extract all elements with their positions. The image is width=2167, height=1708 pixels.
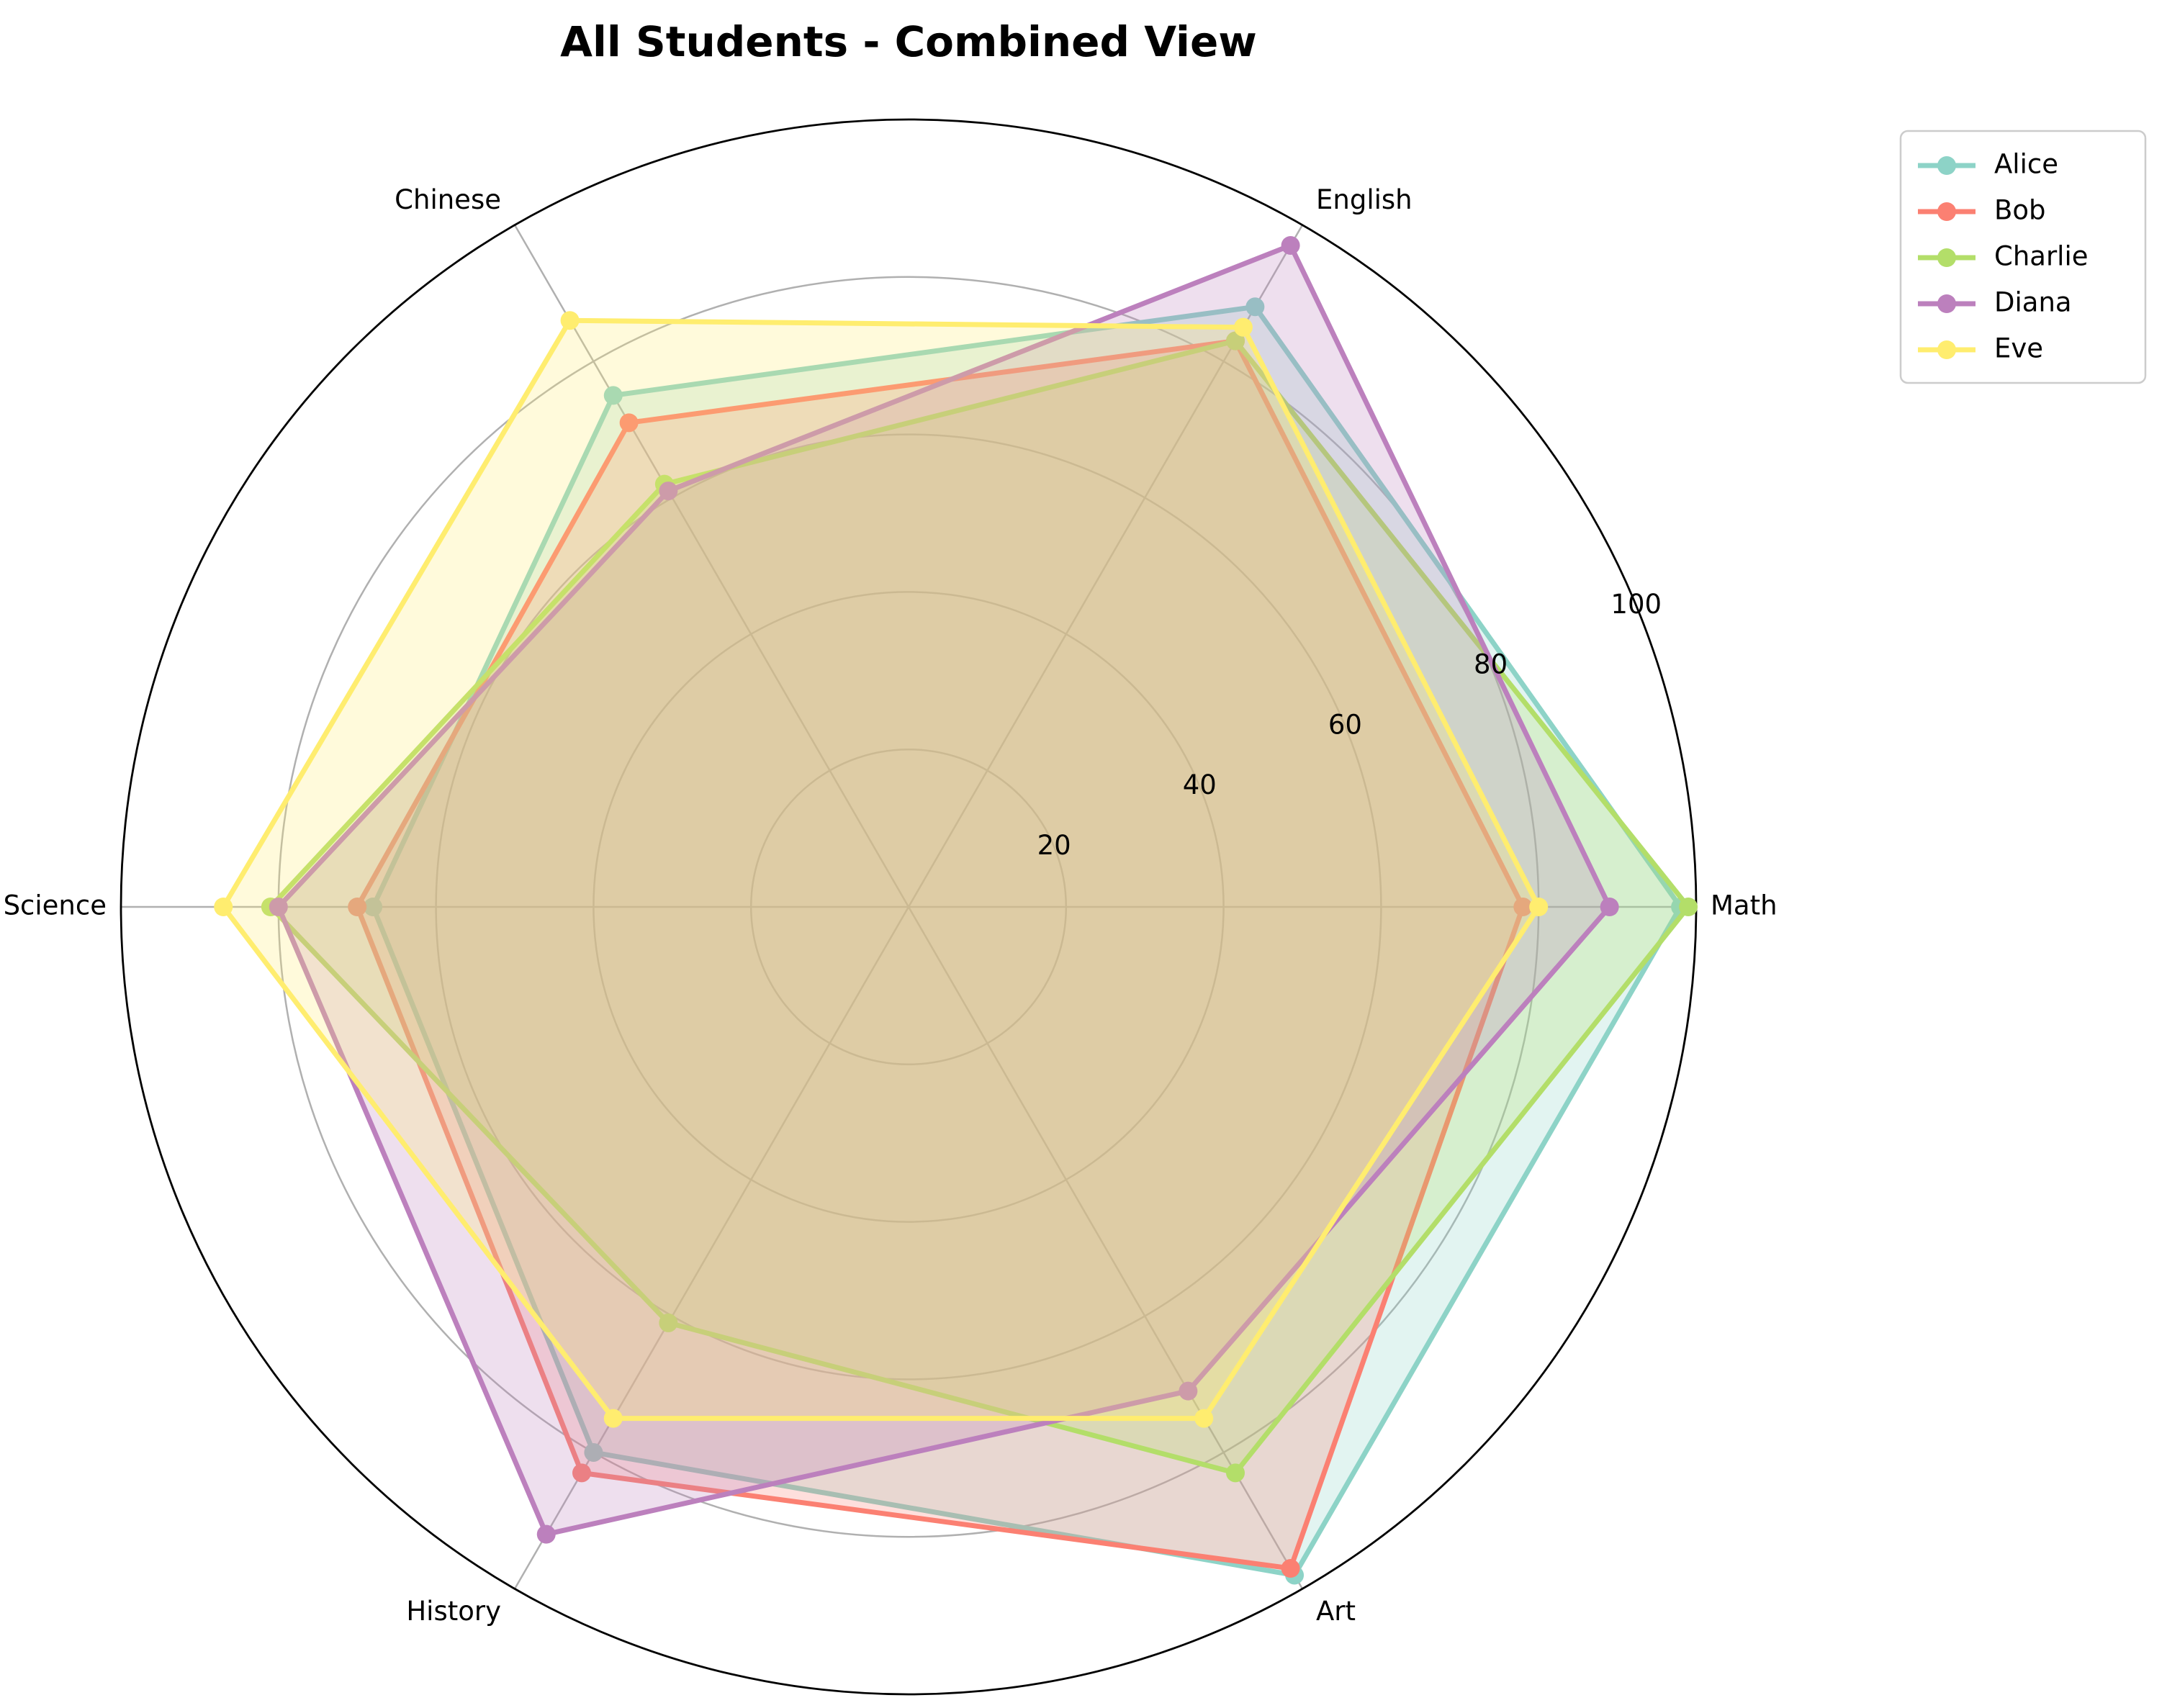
point-bob-math	[1513, 898, 1533, 916]
axis-label-math: Math	[1711, 890, 1778, 921]
legend-item-diana: Diana	[1918, 287, 2072, 318]
series-fill-bob	[357, 340, 1523, 1569]
legend: Alice Bob Charlie Diana Eve	[1899, 130, 2147, 384]
tick-label-40: 40	[1183, 769, 1217, 800]
point-charlie-art	[1226, 1463, 1245, 1483]
legend-item-eve: Eve	[1918, 333, 2043, 364]
legend-swatch-marker-eve	[1937, 340, 1956, 359]
radar-series-group	[214, 235, 1698, 1585]
radar-labels: 20 40 60 80 100 Math English Chinese Science Hist…	[4, 184, 1778, 1627]
axis-label-chinese: Chinese	[395, 184, 501, 215]
point-alice-english	[1245, 297, 1265, 317]
legend-box	[1899, 130, 2147, 384]
legend-item-bob: Bob	[1918, 195, 2046, 226]
legend-label-eve: Eve	[1994, 333, 2043, 364]
point-bob-chinese	[619, 413, 639, 433]
legend-label-charlie: Charlie	[1994, 241, 2089, 272]
point-charlie-history	[659, 1313, 678, 1332]
point-charlie-english	[1226, 331, 1245, 351]
series-diana	[269, 235, 1619, 1544]
point-bob-art	[1281, 1559, 1300, 1578]
point-bob-science	[348, 898, 367, 916]
point-alice-chinese	[603, 386, 623, 405]
axis-label-history: History	[406, 1596, 501, 1627]
legend-item-alice: Alice	[1918, 149, 2058, 180]
point-eve-chinese	[560, 311, 580, 330]
point-eve-science	[214, 898, 233, 916]
point-diana-art	[1179, 1381, 1198, 1401]
series-fill-eve	[223, 320, 1539, 1419]
legend-label-bob: Bob	[1994, 195, 2046, 226]
point-eve-art	[1194, 1409, 1214, 1428]
legend-swatch-marker-alice	[1937, 156, 1956, 175]
point-diana-english	[1281, 235, 1300, 255]
axis-label-english: English	[1316, 184, 1413, 215]
axis-label-science: Science	[4, 890, 107, 921]
axis-label-art: Art	[1316, 1596, 1356, 1627]
tick-label-100: 100	[1610, 589, 1662, 620]
legend-swatch-marker-diana	[1937, 294, 1956, 313]
point-eve-english	[1233, 317, 1253, 337]
legend-label-alice: Alice	[1994, 149, 2058, 180]
spoke-chinese	[513, 224, 910, 908]
legend-swatch-marker-charlie	[1937, 248, 1956, 267]
tick-label-60: 60	[1328, 709, 1362, 740]
chart-title: All Students - Combined View	[560, 17, 1257, 66]
legend-item-charlie: Charlie	[1918, 241, 2089, 272]
point-bob-history	[572, 1463, 591, 1483]
series-fill-alice	[373, 307, 1681, 1576]
point-diana-history	[536, 1524, 556, 1544]
point-diana-science	[269, 898, 288, 916]
tick-label-20: 20	[1037, 830, 1071, 861]
point-diana-chinese	[659, 482, 678, 501]
point-eve-math	[1529, 898, 1549, 916]
series-fill-diana	[278, 245, 1610, 1535]
point-alice-science	[364, 898, 383, 916]
point-eve-history	[603, 1409, 623, 1428]
legend-swatch-marker-bob	[1937, 202, 1956, 221]
point-alice-history	[584, 1442, 603, 1462]
tick-label-80: 80	[1474, 649, 1508, 680]
point-diana-math	[1600, 898, 1619, 916]
series-eve	[214, 311, 1549, 1428]
point-charlie-math	[1679, 898, 1698, 916]
series-fill-charlie	[270, 340, 1689, 1473]
legend-label-diana: Diana	[1994, 287, 2072, 318]
